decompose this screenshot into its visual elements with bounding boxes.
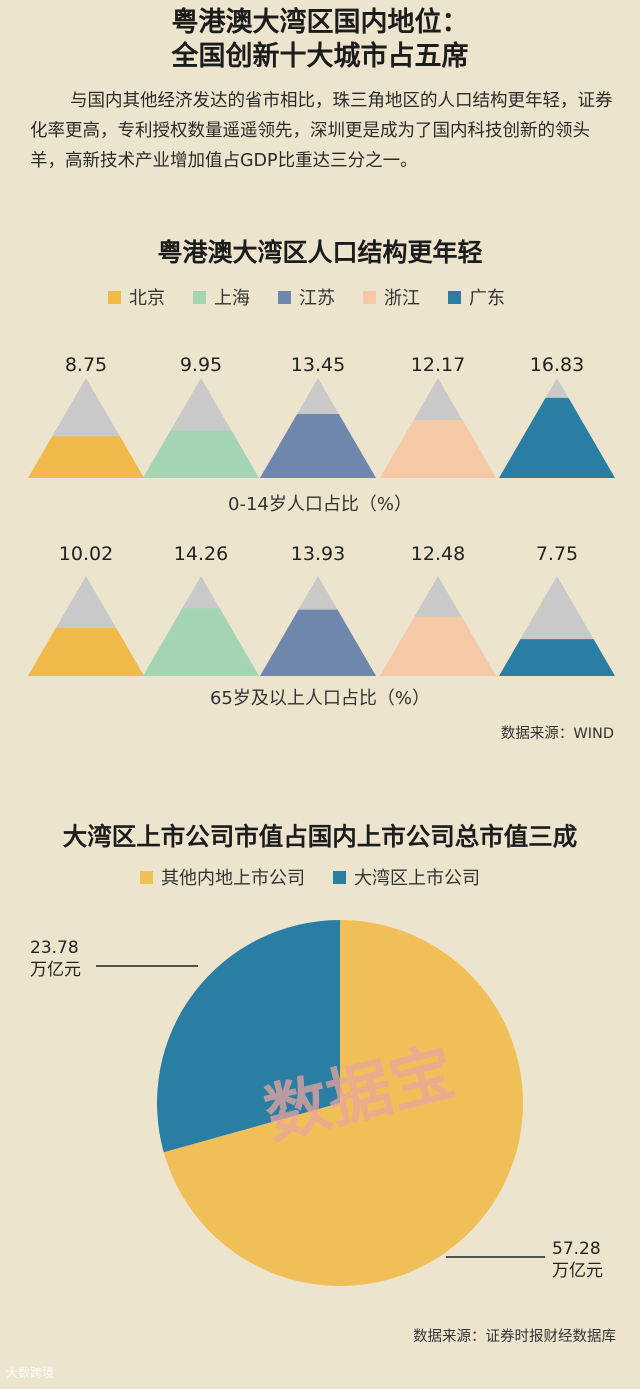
marketcap-source: 数据来源：证券时报财经数据库 — [413, 1329, 616, 1345]
legend-swatch-bay — [333, 870, 346, 884]
bar-65plus-0 — [28, 628, 144, 676]
bar-65plus-3 — [380, 616, 496, 676]
pie-slices — [157, 920, 523, 1286]
legend-label-beijing: 北京 — [129, 288, 165, 309]
intro-paragraph: 与国内其他经济发达的省市相比，珠三角地区的人口结构更年轻，证券化率更高，专利授权… — [30, 91, 613, 171]
data-label-65plus-0: 10.02 — [59, 543, 113, 565]
page-title-line1: 粤港澳大湾区国内地位： — [171, 7, 469, 38]
legend-item-bay: 大湾区上市公司 — [333, 864, 480, 890]
marketcap-pie-chart: 数据宝 — [96, 920, 545, 1286]
xlabel-0-14: 0-14岁人口占比（%） — [228, 494, 412, 515]
pie-label-bay-unit: 万亿元 — [30, 960, 81, 980]
pie-slice-other — [163, 920, 523, 1286]
pie-label-other-value: 57.28 — [552, 1239, 601, 1259]
legend-swatch-guangdong — [448, 290, 461, 304]
data-label-0-14-2: 13.45 — [291, 354, 345, 376]
legend-swatch-other — [140, 870, 153, 884]
pie-label-other: 57.28 万亿元 — [552, 1238, 603, 1282]
population-legend: 北京 上海 江苏 浙江 广东 — [108, 284, 505, 310]
pie-label-other-unit: 万亿元 — [552, 1261, 603, 1281]
page-title-line2: 全国创新十大城市占五席 — [171, 41, 469, 72]
data-label-0-14-3: 12.17 — [411, 354, 465, 376]
bar-0-14-2 — [260, 413, 376, 478]
pie-label-bay: 23.78 万亿元 — [30, 937, 81, 981]
data-label-65plus-4: 7.75 — [536, 543, 578, 565]
legend-swatch-jiangsu — [278, 290, 291, 304]
bar-65plus-2 — [260, 609, 376, 676]
legend-swatch-zhejiang — [363, 290, 376, 304]
bar-0-14-4 — [499, 397, 615, 478]
legend-label-other: 其他内地上市公司 — [161, 868, 305, 889]
legend-item-jiangsu: 江苏 — [278, 284, 335, 310]
legend-label-jiangsu: 江苏 — [299, 288, 335, 309]
bar-65plus-4 — [499, 639, 615, 676]
pie-legend: 其他内地上市公司 大湾区上市公司 — [140, 864, 480, 890]
bar-0-14-1 — [143, 430, 259, 478]
legend-item-shanghai: 上海 — [193, 284, 250, 310]
data-label-0-14-1: 9.95 — [180, 354, 222, 376]
population-mountain-chart: 8.75 9.95 13.45 12.17 16.83 0-14岁人口占比（%） 10.… — [28, 354, 615, 709]
data-label-65plus-3: 12.48 — [411, 543, 465, 565]
corner-watermark: 大数跨境 — [6, 1366, 55, 1380]
marketcap-chart-title: 大湾区上市公司市值占国内上市公司总市值三成 — [62, 822, 578, 851]
legend-item-guangdong: 广东 — [448, 284, 505, 310]
bar-0-14-3 — [380, 420, 496, 478]
legend-label-bay: 大湾区上市公司 — [354, 868, 480, 889]
legend-item-zhejiang: 浙江 — [363, 284, 420, 310]
population-source: 数据来源：WIND — [500, 726, 614, 742]
legend-swatch-beijing — [108, 290, 121, 304]
data-label-0-14-4: 16.83 — [530, 354, 584, 376]
bar-0-14-0 — [28, 436, 144, 478]
xlabel-65plus: 65岁及以上人口占比（%） — [210, 688, 430, 709]
legend-item-beijing: 北京 — [108, 284, 165, 310]
pie-label-bay-value: 23.78 — [30, 938, 79, 958]
data-label-0-14-0: 8.75 — [65, 354, 107, 376]
data-label-65plus-1: 14.26 — [174, 543, 228, 565]
legend-label-guangdong: 广东 — [469, 288, 505, 309]
data-label-65plus-2: 13.93 — [291, 543, 345, 565]
pie-slice-bay — [157, 920, 340, 1153]
legend-item-other: 其他内地上市公司 — [140, 864, 305, 890]
bar-65plus-1 — [143, 608, 259, 676]
row-0-14: 8.75 9.95 13.45 12.17 16.83 — [28, 354, 615, 478]
legend-label-zhejiang: 浙江 — [384, 288, 420, 309]
legend-swatch-shanghai — [193, 290, 206, 304]
population-chart-title: 粤港澳大湾区人口结构更年轻 — [157, 238, 483, 267]
legend-label-shanghai: 上海 — [214, 288, 250, 309]
row-65plus: 10.02 14.26 13.93 12.48 7.75 — [28, 543, 615, 676]
